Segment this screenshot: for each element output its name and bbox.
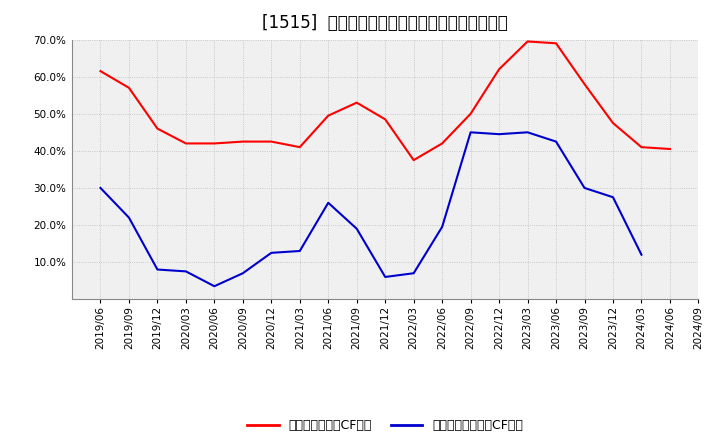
有利子負債営業CF比率 bbox=[552, 40, 560, 46]
Title: [1515]  有利子負債キャッシュフロー比率の推移: [1515] 有利子負債キャッシュフロー比率の推移 bbox=[262, 15, 508, 33]
有利子負債営業CF比率 bbox=[665, 147, 674, 152]
有利子負債フリーCF比率 bbox=[495, 132, 503, 137]
有利子負債フリーCF比率 bbox=[295, 248, 304, 253]
有利子負債フリーCF比率 bbox=[438, 224, 446, 230]
有利子負債フリーCF比率 bbox=[210, 284, 219, 289]
有利子負債フリーCF比率 bbox=[153, 267, 162, 272]
有利子負債フリーCF比率 bbox=[238, 271, 247, 276]
有利子負債営業CF比率 bbox=[125, 85, 133, 91]
有利子負債フリーCF比率 bbox=[324, 200, 333, 205]
有利子負債営業CF比率 bbox=[96, 69, 105, 74]
有利子負債フリーCF比率 bbox=[523, 130, 532, 135]
有利子負債フリーCF比率 bbox=[181, 269, 190, 274]
Legend: 有利子負債営業CF比率, 有利子負債フリーCF比率: 有利子負債営業CF比率, 有利子負債フリーCF比率 bbox=[243, 414, 528, 437]
有利子負債営業CF比率 bbox=[467, 111, 475, 117]
有利子負債営業CF比率 bbox=[438, 141, 446, 146]
有利子負債営業CF比率 bbox=[181, 141, 190, 146]
有利子負債フリーCF比率 bbox=[267, 250, 276, 256]
有利子負債営業CF比率 bbox=[410, 158, 418, 163]
有利子負債フリーCF比率 bbox=[352, 226, 361, 231]
Line: 有利子負債フリーCF比率: 有利子負債フリーCF比率 bbox=[101, 132, 642, 286]
有利子負債フリーCF比率 bbox=[125, 215, 133, 220]
有利子負債フリーCF比率 bbox=[637, 252, 646, 257]
有利子負債フリーCF比率 bbox=[410, 271, 418, 276]
有利子負債営業CF比率 bbox=[267, 139, 276, 144]
有利子負債営業CF比率 bbox=[295, 144, 304, 150]
有利子負債フリーCF比率 bbox=[467, 130, 475, 135]
有利子負債営業CF比率 bbox=[210, 141, 219, 146]
有利子負債営業CF比率 bbox=[495, 66, 503, 72]
有利子負債営業CF比率 bbox=[324, 113, 333, 118]
有利子負債営業CF比率 bbox=[580, 81, 589, 87]
有利子負債営業CF比率 bbox=[523, 39, 532, 44]
有利子負債フリーCF比率 bbox=[580, 185, 589, 191]
有利子負債フリーCF比率 bbox=[96, 185, 105, 191]
有利子負債営業CF比率 bbox=[352, 100, 361, 105]
有利子負債営業CF比率 bbox=[637, 144, 646, 150]
有利子負債営業CF比率 bbox=[153, 126, 162, 131]
有利子負債フリーCF比率 bbox=[381, 274, 390, 279]
有利子負債営業CF比率 bbox=[608, 121, 617, 126]
有利子負債営業CF比率 bbox=[238, 139, 247, 144]
有利子負債フリーCF比率 bbox=[552, 139, 560, 144]
Line: 有利子負債営業CF比率: 有利子負債営業CF比率 bbox=[101, 41, 670, 160]
有利子負債フリーCF比率 bbox=[608, 194, 617, 200]
有利子負債営業CF比率 bbox=[381, 117, 390, 122]
